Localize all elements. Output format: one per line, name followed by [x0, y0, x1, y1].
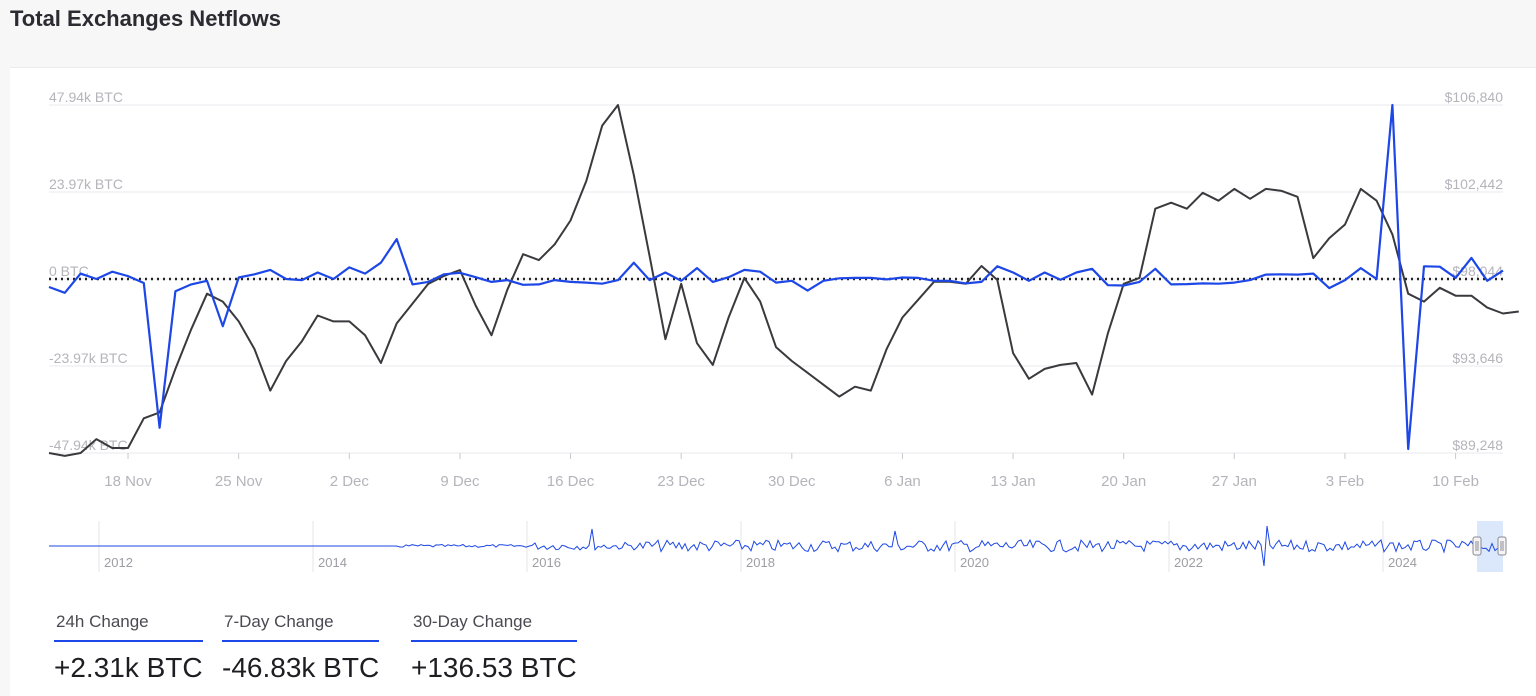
x-tick-label: 27 Jan [1212, 473, 1257, 490]
navigator-left-handle[interactable] [1472, 536, 1482, 556]
series-layer [48, 103, 1519, 457]
stat-7d-label[interactable]: 7-Day Change [222, 612, 380, 642]
page-title: Total Exchanges Netflows [10, 6, 281, 31]
x-tick-label: 6 Jan [884, 473, 921, 490]
navigator-year-label: 2022 [1174, 555, 1203, 570]
right-tick-label: $102,442 [1445, 176, 1504, 192]
handle-body[interactable] [1497, 536, 1507, 556]
stat-7d-value: -46.83k BTC [222, 652, 380, 683]
stat-30d-value: +136.53 BTC [411, 652, 577, 683]
stat-7d[interactable]: 7-Day Change -46.83k BTC [222, 612, 380, 684]
x-tick-label: 3 Feb [1326, 473, 1364, 490]
right-tick-label: $89,248 [1452, 437, 1503, 453]
right-tick-label: $106,840 [1445, 89, 1504, 105]
navigator-year-label: 2020 [960, 555, 989, 570]
x-tick-label: 20 Jan [1101, 473, 1146, 490]
navigator-year-label: 2024 [1388, 555, 1417, 570]
right-tick-label: $93,646 [1452, 350, 1503, 366]
x-axis: 18 Nov 25 Nov 2 Dec 9 Dec 16 Dec 23 Dec 30 Dec… [104, 453, 1479, 490]
handle-body[interactable] [1472, 536, 1482, 556]
x-tick-label: 30 Dec [768, 473, 816, 490]
x-tick-label: 23 Dec [657, 473, 705, 490]
x-tick-label: 18 Nov [104, 473, 152, 490]
x-tick-label: 9 Dec [440, 473, 480, 490]
range-navigator[interactable]: 2012 2014 2016 2018 2020 2022 2024 [49, 521, 1507, 572]
navigator-year-label: 2016 [532, 555, 561, 570]
stat-24h-label[interactable]: 24h Change [54, 612, 203, 642]
x-tick-label: 13 Jan [991, 473, 1036, 490]
navigator-year-label: 2012 [104, 555, 133, 570]
left-tick-label: 23.97k BTC [49, 176, 123, 192]
left-tick-label: 47.94k BTC [49, 89, 123, 105]
navigator-right-handle[interactable] [1497, 536, 1507, 556]
chart-card [10, 67, 1536, 696]
x-tick-label: 16 Dec [547, 473, 595, 490]
navigator-year-label: 2014 [318, 555, 347, 570]
x-tick-label: 25 Nov [215, 473, 263, 490]
stat-30d[interactable]: 30-Day Change +136.53 BTC [411, 612, 577, 684]
left-tick-label: -23.97k BTC [49, 350, 128, 366]
netflow-series-line [48, 103, 1504, 451]
stat-24h-value: +2.31k BTC [54, 652, 203, 683]
right-axis: $106,840$102,442$98,044$93,646$89,248 [1445, 89, 1504, 453]
navigator-overview-line [49, 525, 1502, 567]
navigator-year-label: 2018 [746, 555, 775, 570]
stat-30d-label[interactable]: 30-Day Change [411, 612, 577, 642]
x-tick-label: 2 Dec [330, 473, 370, 490]
left-tick-label: 0 BTC [49, 263, 89, 279]
stat-24h[interactable]: 24h Change +2.31k BTC [54, 612, 203, 684]
x-tick-label: 10 Feb [1432, 473, 1479, 490]
price-series-line [48, 104, 1519, 457]
